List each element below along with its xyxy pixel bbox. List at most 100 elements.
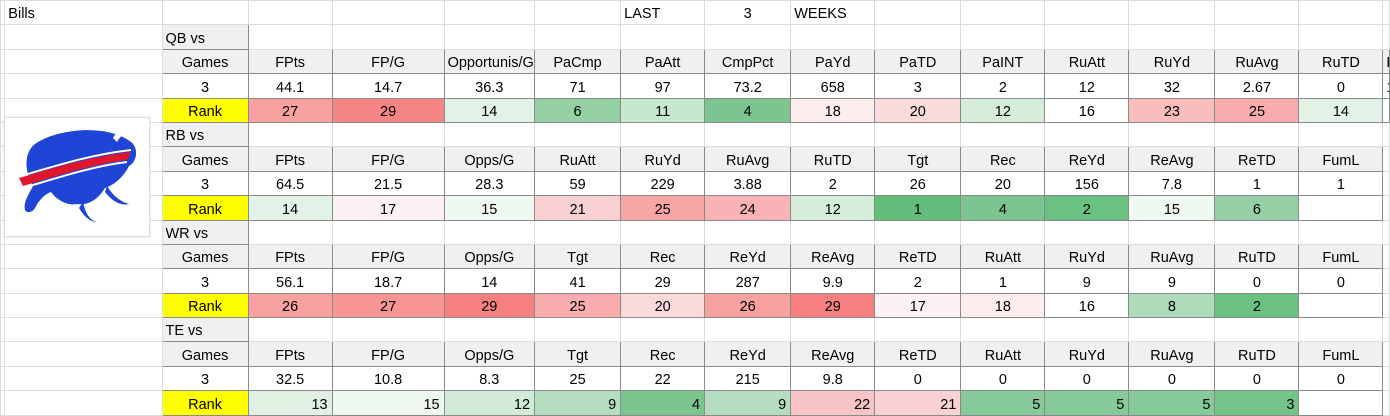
- empty-cell[interactable]: [0, 341, 6, 367]
- rank-value[interactable]: 14: [1298, 97, 1384, 123]
- stat-value[interactable]: 3: [874, 73, 962, 99]
- rank-value[interactable]: 12: [790, 195, 876, 221]
- empty-cell[interactable]: [1044, 24, 1130, 50]
- rank-value[interactable]: 6: [1214, 195, 1300, 221]
- empty-cell[interactable]: [247, 219, 333, 245]
- stat-value[interactable]: 658: [790, 73, 876, 99]
- rank-value[interactable]: 16: [1044, 97, 1130, 123]
- rank-value[interactable]: 27: [331, 292, 445, 319]
- rank-value[interactable]: 14: [443, 97, 536, 123]
- column-header[interactable]: Rec: [620, 341, 706, 367]
- empty-cell[interactable]: [1382, 243, 1390, 270]
- empty-cell[interactable]: [331, 0, 445, 26]
- column-header[interactable]: PaINT: [960, 48, 1046, 75]
- stat-value[interactable]: 20: [960, 170, 1046, 197]
- empty-cell[interactable]: [790, 219, 876, 245]
- column-header[interactable]: RuYd: [1044, 341, 1130, 367]
- empty-cell[interactable]: [1382, 365, 1390, 392]
- stat-value[interactable]: 1: [1214, 170, 1300, 197]
- empty-cell[interactable]: [1128, 219, 1216, 245]
- column-header[interactable]: ReYd: [704, 243, 792, 270]
- rank-value[interactable]: 25: [534, 292, 622, 319]
- empty-cell[interactable]: [0, 73, 6, 99]
- column-header[interactable]: FumL: [1298, 146, 1384, 172]
- rank-value[interactable]: 5: [960, 390, 1046, 416]
- column-header[interactable]: ReTD: [1214, 146, 1300, 172]
- empty-cell[interactable]: [1298, 121, 1384, 148]
- empty-cell[interactable]: [620, 24, 706, 50]
- stat-value[interactable]: 1: [1382, 73, 1390, 99]
- column-header[interactable]: PaCmp: [534, 48, 622, 75]
- column-header[interactable]: PaAtt: [620, 48, 706, 75]
- column-header[interactable]: RuAvg: [1128, 243, 1216, 270]
- stat-value[interactable]: 0: [1298, 365, 1384, 392]
- empty-cell[interactable]: [4, 341, 163, 367]
- stat-value[interactable]: 2: [960, 73, 1046, 99]
- column-header[interactable]: RuYd: [1044, 243, 1130, 270]
- stat-value[interactable]: 56.1: [247, 268, 333, 294]
- column-header[interactable]: ReAvg: [1128, 146, 1216, 172]
- column-header[interactable]: Games: [161, 146, 249, 172]
- stat-value[interactable]: 0: [1214, 365, 1300, 392]
- rank-value[interactable]: 24: [704, 195, 792, 221]
- stat-value[interactable]: 0: [1298, 73, 1384, 99]
- empty-cell[interactable]: [1298, 219, 1384, 245]
- empty-cell[interactable]: [331, 219, 445, 245]
- empty-cell[interactable]: [534, 317, 622, 343]
- rank-value[interactable]: 9: [534, 390, 622, 416]
- rank-value[interactable]: 17: [331, 195, 445, 221]
- empty-cell[interactable]: [1298, 317, 1384, 343]
- stat-value[interactable]: 32.5: [247, 365, 333, 392]
- empty-cell[interactable]: [443, 24, 536, 50]
- column-header[interactable]: RuAtt: [1044, 48, 1130, 75]
- column-header[interactable]: FumL: [1298, 243, 1384, 270]
- empty-cell[interactable]: [790, 121, 876, 148]
- rank-value[interactable]: 23: [1128, 97, 1216, 123]
- empty-cell[interactable]: [1044, 0, 1130, 26]
- column-header[interactable]: Opps/G: [443, 146, 536, 172]
- empty-cell[interactable]: [1044, 317, 1130, 343]
- empty-cell[interactable]: [247, 121, 333, 148]
- empty-cell[interactable]: [534, 219, 622, 245]
- column-header[interactable]: FP/G: [331, 48, 445, 75]
- stat-value[interactable]: 59: [534, 170, 622, 197]
- rank-value[interactable]: 25: [620, 195, 706, 221]
- column-header[interactable]: Rec: [960, 146, 1046, 172]
- stat-value[interactable]: 71: [534, 73, 622, 99]
- column-header[interactable]: ReAvg: [790, 243, 876, 270]
- stat-value[interactable]: 36.3: [443, 73, 536, 99]
- empty-cell[interactable]: [620, 219, 706, 245]
- empty-cell[interactable]: [960, 0, 1046, 26]
- empty-cell[interactable]: [874, 24, 962, 50]
- empty-cell[interactable]: [0, 268, 6, 294]
- column-header[interactable]: Tgt: [874, 146, 962, 172]
- empty-cell[interactable]: [4, 268, 163, 294]
- rank-value[interactable]: 4: [704, 97, 792, 123]
- empty-cell[interactable]: [1298, 24, 1384, 50]
- rank-value[interactable]: 15: [443, 195, 536, 221]
- empty-cell[interactable]: [247, 317, 333, 343]
- column-header[interactable]: CmpPct: [704, 48, 792, 75]
- rank-value[interactable]: 2: [1044, 195, 1130, 221]
- column-header[interactable]: RuAvg: [704, 146, 792, 172]
- empty-cell[interactable]: [4, 390, 163, 416]
- stat-value[interactable]: 64.5: [247, 170, 333, 197]
- empty-cell[interactable]: [874, 121, 962, 148]
- stat-value[interactable]: 156: [1044, 170, 1130, 197]
- empty-cell[interactable]: [1214, 24, 1300, 50]
- empty-cell[interactable]: [1382, 146, 1390, 172]
- column-header[interactable]: ReYd: [704, 341, 792, 367]
- empty-cell[interactable]: [620, 317, 706, 343]
- stat-value[interactable]: 0: [1044, 365, 1130, 392]
- empty-cell[interactable]: [1382, 317, 1390, 343]
- rank-value[interactable]: [1298, 292, 1384, 319]
- column-header[interactable]: ReYd: [1044, 146, 1130, 172]
- empty-cell[interactable]: [1382, 219, 1390, 245]
- section-title[interactable]: WR vs: [161, 219, 249, 245]
- rank-value[interactable]: 12: [443, 390, 536, 416]
- stat-value[interactable]: 9: [1044, 268, 1130, 294]
- column-header[interactable]: RuTD: [1214, 243, 1300, 270]
- empty-cell[interactable]: [1044, 121, 1130, 148]
- column-header[interactable]: Opportunis/G: [443, 48, 536, 75]
- rank-value[interactable]: 3: [1214, 390, 1300, 416]
